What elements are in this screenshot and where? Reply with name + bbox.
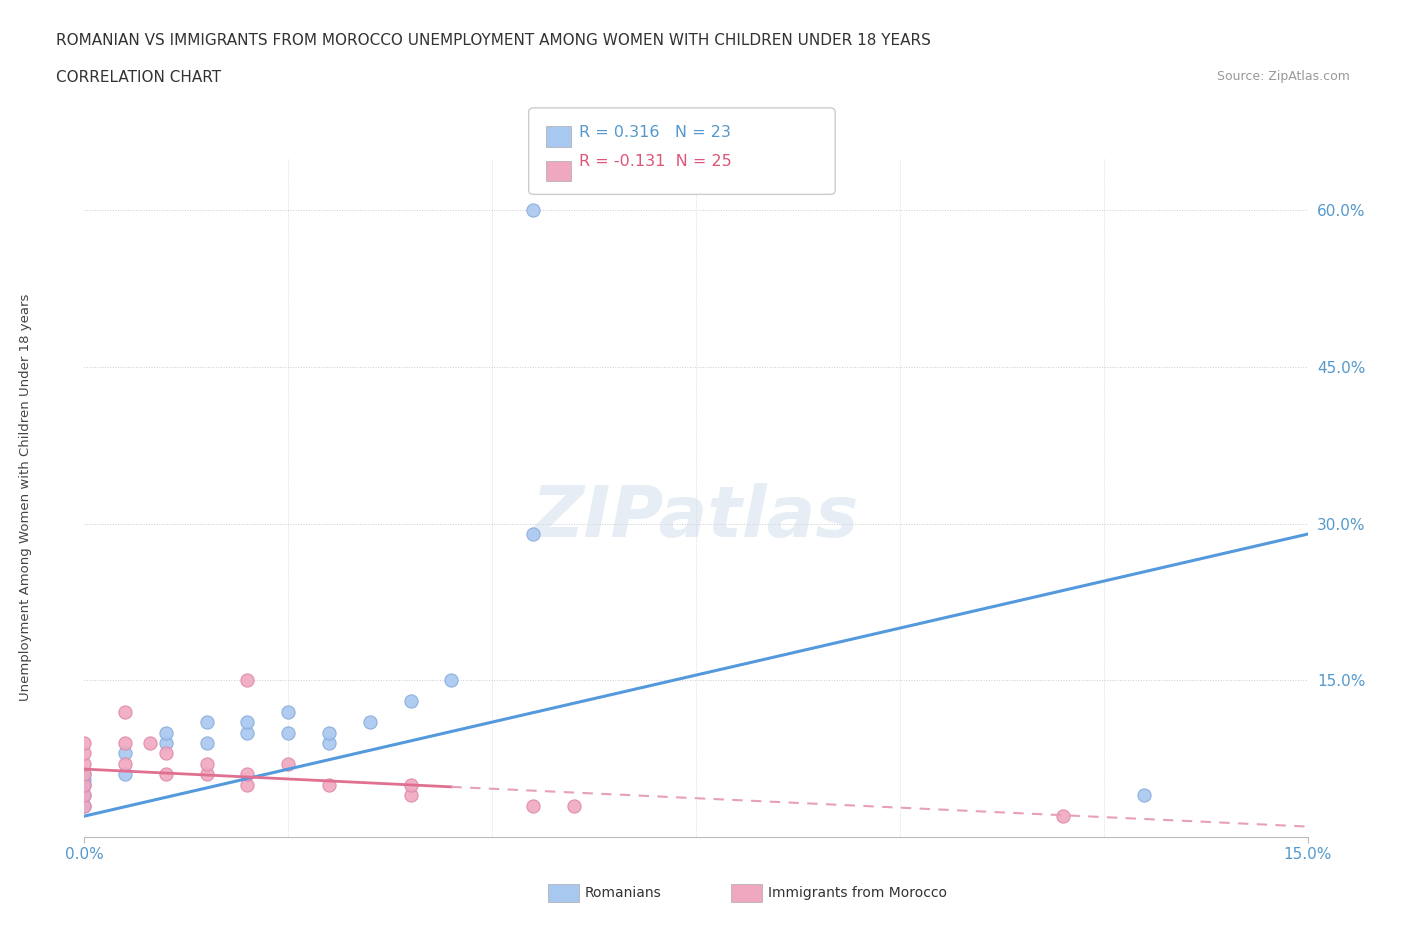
Text: Romanians: Romanians <box>585 885 662 900</box>
Text: Unemployment Among Women with Children Under 18 years: Unemployment Among Women with Children U… <box>18 294 32 701</box>
Point <box>73 788 96 803</box>
Point <box>277 704 299 719</box>
Point <box>1052 809 1074 824</box>
Point <box>195 767 218 782</box>
Point <box>399 777 422 792</box>
Point <box>277 725 299 740</box>
Point <box>114 756 136 771</box>
Point <box>73 767 96 782</box>
Point <box>195 714 218 729</box>
Point <box>73 736 96 751</box>
Text: Immigrants from Morocco: Immigrants from Morocco <box>768 885 946 900</box>
Point <box>114 736 136 751</box>
Text: R = -0.131  N = 25: R = -0.131 N = 25 <box>579 154 733 169</box>
Point <box>73 767 96 782</box>
Text: ROMANIAN VS IMMIGRANTS FROM MOROCCO UNEMPLOYMENT AMONG WOMEN WITH CHILDREN UNDER: ROMANIAN VS IMMIGRANTS FROM MOROCCO UNEM… <box>56 33 931 47</box>
Point <box>318 725 340 740</box>
Point <box>318 777 340 792</box>
Point <box>236 777 259 792</box>
Point <box>114 746 136 761</box>
Point <box>359 714 381 729</box>
Point <box>318 736 340 751</box>
Point <box>73 772 96 787</box>
Point <box>1133 788 1156 803</box>
Text: R = 0.316   N = 23: R = 0.316 N = 23 <box>579 125 731 140</box>
Point <box>236 725 259 740</box>
Point <box>73 788 96 803</box>
Text: CORRELATION CHART: CORRELATION CHART <box>56 70 221 85</box>
Point <box>155 725 177 740</box>
Point <box>73 746 96 761</box>
Point <box>73 777 96 792</box>
Point <box>195 736 218 751</box>
Point <box>236 673 259 688</box>
Point <box>522 203 544 218</box>
Point <box>522 798 544 813</box>
Point <box>522 526 544 541</box>
Point <box>440 673 463 688</box>
Point <box>114 704 136 719</box>
Point <box>399 694 422 709</box>
Point <box>73 798 96 813</box>
Point <box>399 788 422 803</box>
Point <box>236 714 259 729</box>
Point <box>155 767 177 782</box>
Point <box>562 798 585 813</box>
Point <box>236 767 259 782</box>
Point <box>195 756 218 771</box>
Point <box>155 746 177 761</box>
Point <box>73 756 96 771</box>
Text: ZIPatlas: ZIPatlas <box>533 484 859 552</box>
Point <box>73 798 96 813</box>
Point <box>138 736 160 751</box>
Point <box>114 767 136 782</box>
Text: Source: ZipAtlas.com: Source: ZipAtlas.com <box>1216 70 1350 83</box>
Point <box>73 777 96 792</box>
Point <box>155 736 177 751</box>
Point <box>277 756 299 771</box>
